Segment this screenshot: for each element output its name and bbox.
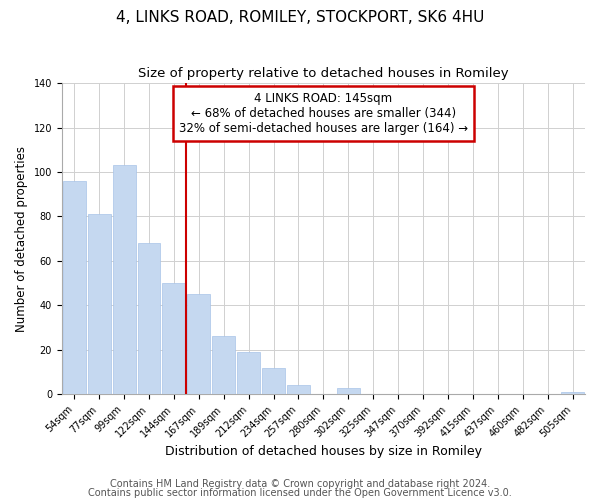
Bar [113, 166, 136, 394]
Bar [187, 294, 210, 394]
Bar [63, 181, 86, 394]
Text: Contains HM Land Registry data © Crown copyright and database right 2024.: Contains HM Land Registry data © Crown c… [110, 479, 490, 489]
Text: Contains public sector information licensed under the Open Government Licence v3: Contains public sector information licen… [88, 488, 512, 498]
Bar [237, 352, 260, 394]
Bar [137, 243, 160, 394]
Bar [212, 336, 235, 394]
Bar [561, 392, 584, 394]
Y-axis label: Number of detached properties: Number of detached properties [15, 146, 28, 332]
Title: Size of property relative to detached houses in Romiley: Size of property relative to detached ho… [138, 68, 509, 80]
Text: 4 LINKS ROAD: 145sqm
← 68% of detached houses are smaller (344)
32% of semi-deta: 4 LINKS ROAD: 145sqm ← 68% of detached h… [179, 92, 468, 136]
Bar [88, 214, 110, 394]
Bar [262, 368, 285, 394]
Bar [287, 386, 310, 394]
X-axis label: Distribution of detached houses by size in Romiley: Distribution of detached houses by size … [165, 444, 482, 458]
Text: 4, LINKS ROAD, ROMILEY, STOCKPORT, SK6 4HU: 4, LINKS ROAD, ROMILEY, STOCKPORT, SK6 4… [116, 10, 484, 25]
Bar [337, 388, 360, 394]
Bar [163, 283, 185, 394]
